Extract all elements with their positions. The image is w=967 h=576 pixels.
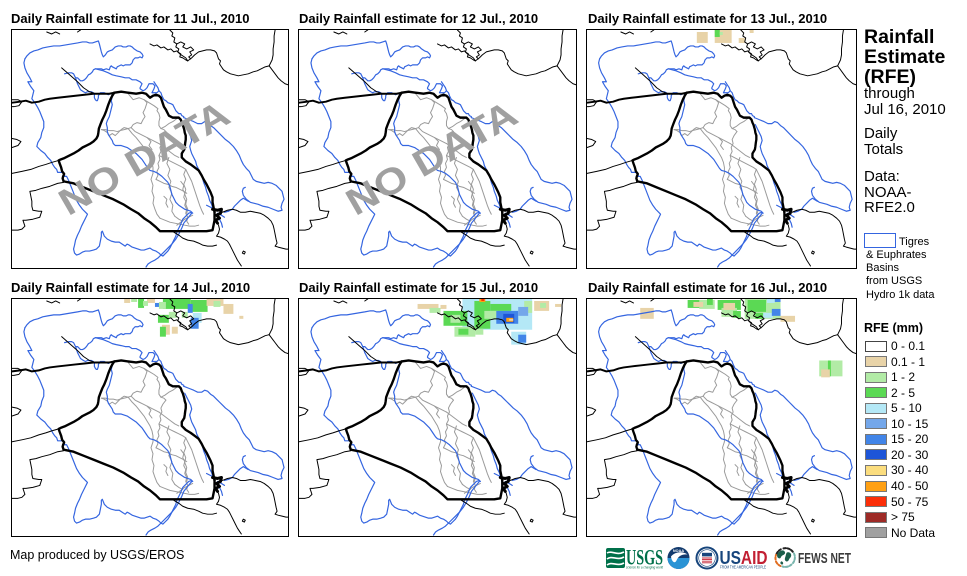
svg-text:FEWS NET: FEWS NET — [798, 550, 851, 567]
svg-text:NOAA: NOAA — [673, 549, 684, 553]
svg-text:science for a changing world: science for a changing world — [626, 565, 664, 570]
svg-text:USGS: USGS — [626, 545, 663, 570]
svg-text:FROM THE AMERICAN PEOPLE: FROM THE AMERICAN PEOPLE — [720, 564, 766, 569]
svg-text:USAID: USAID — [720, 548, 768, 568]
